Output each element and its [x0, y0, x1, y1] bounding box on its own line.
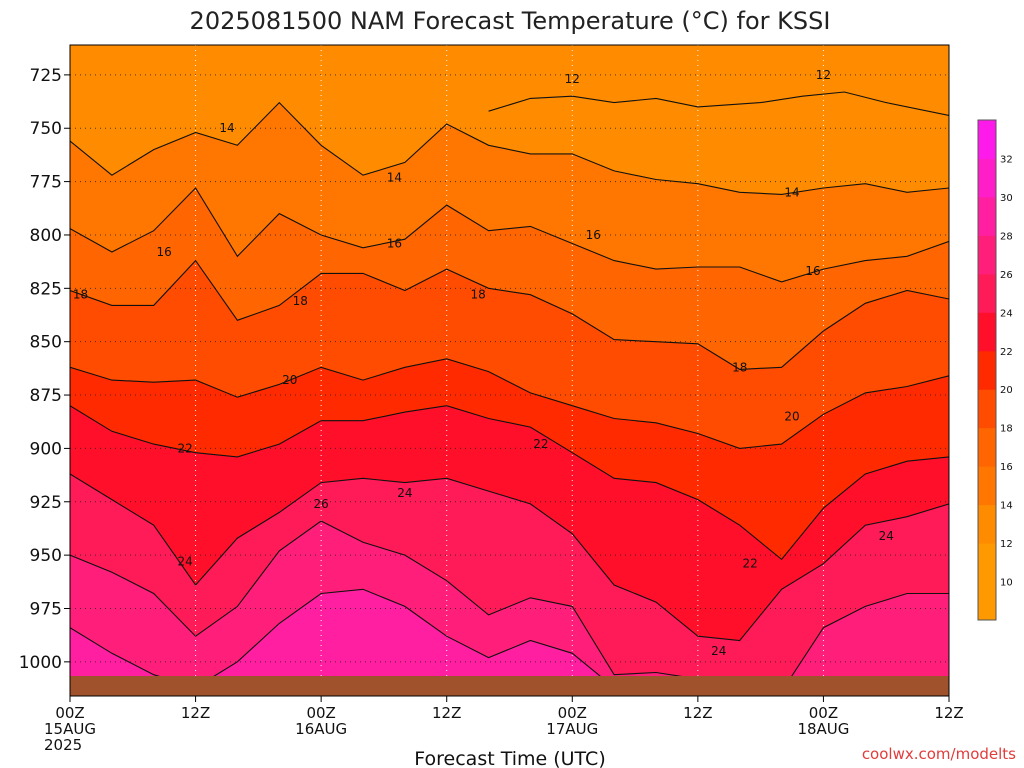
colorbar-swatch-7	[978, 312, 996, 352]
y-tick-label-975: 975	[30, 599, 62, 619]
x-tick-label-72-0: 00Z	[809, 704, 838, 722]
x-tick-label-36-0: 12Z	[432, 704, 461, 722]
contour-label-24-1: 24	[397, 486, 412, 500]
colorbar-label-14: 14	[1000, 501, 1013, 512]
x-tick-label-48-0: 00Z	[558, 704, 587, 722]
contour-label-24-2: 24	[711, 644, 726, 658]
colorbar-swatch-6	[978, 350, 996, 390]
y-tick-label-925: 925	[30, 493, 62, 513]
colorbar-swatch-3	[978, 466, 996, 506]
colorbar-swatch-12	[978, 120, 996, 159]
colorbar-label-30: 30	[1000, 193, 1013, 204]
contour-label-18-1: 18	[293, 294, 308, 308]
colorbar-label-24: 24	[1000, 308, 1013, 319]
colorbar-swatch-5	[978, 389, 996, 429]
y-axis: 725 750 775 800 825 850 875 900 925 950 975 1000	[19, 66, 70, 673]
x-tick-label-0-2: 2025	[44, 736, 82, 754]
colorbar-label-22: 22	[1000, 347, 1013, 358]
x-tick-label-48-1: 17AUG	[546, 720, 598, 738]
y-tick-label-750: 750	[30, 119, 62, 139]
y-tick-label-900: 900	[30, 439, 62, 459]
contour-label-24-3: 24	[879, 529, 894, 543]
x-tick-label-0-1: 15AUG	[44, 720, 96, 738]
contour-label-18-3: 18	[732, 360, 747, 374]
colorbar-label-32: 32	[1000, 154, 1013, 165]
contour-label-12-1: 12	[816, 68, 831, 82]
x-tick-label-12-0: 12Z	[181, 704, 210, 722]
contour-line-24	[70, 473, 949, 642]
contour-line-14	[70, 101, 949, 195]
colorbar-swatch-8	[978, 273, 996, 313]
colorbar-swatch-11	[978, 158, 996, 198]
colorbar-label-28: 28	[1000, 231, 1013, 242]
x-tick-label-84-0: 12Z	[934, 704, 963, 722]
credit-text: coolwx.com/modelts	[862, 745, 1016, 763]
contour-label-14-2: 14	[784, 185, 799, 199]
contour-label-14-0: 14	[219, 121, 234, 135]
plot-frame	[69, 44, 950, 697]
x-tick-label-60-0: 12Z	[683, 704, 712, 722]
grid-lines	[70, 45, 949, 696]
contour-label-22-2: 22	[743, 557, 758, 571]
colorbar-swatch-9	[978, 235, 996, 275]
x-tick-label-24-1: 16AUG	[295, 720, 347, 738]
y-tick-label-825: 825	[30, 279, 62, 299]
contour-label-22-1: 22	[533, 437, 548, 451]
contour-line-20	[70, 358, 949, 449]
colorbar-label-10: 10	[1000, 578, 1013, 589]
colorbar-swatch-4	[978, 427, 996, 467]
ground-surface	[70, 676, 949, 696]
contour-label-16-2: 16	[586, 228, 601, 242]
y-tick-label-725: 725	[30, 66, 62, 86]
contour-line-16	[70, 187, 949, 283]
colorbar-label-26: 26	[1000, 270, 1013, 281]
chart-title: 2025081500 NAM Forecast Temperature (°C)…	[190, 7, 831, 35]
x-tick-label-72-1: 18AUG	[797, 720, 849, 738]
contour-label-22-0: 22	[177, 441, 192, 455]
contour-label-24-0: 24	[177, 555, 192, 569]
colorbar-swatch-1	[978, 543, 996, 583]
y-tick-label-1000: 1000	[19, 653, 62, 673]
colorbar: 10 12 14 16 18 20 22 24 26 28 30 32	[977, 119, 1013, 621]
contour-label-18-2: 18	[470, 288, 485, 302]
contour-label-20-0: 20	[282, 373, 297, 387]
y-tick-label-800: 800	[30, 226, 62, 246]
y-tick-label-775: 775	[30, 173, 62, 193]
colorbar-label-12: 12	[1000, 539, 1013, 550]
y-tick-label-950: 950	[30, 546, 62, 566]
x-tick-label-0-0: 00Z	[55, 704, 84, 722]
colorbar-frame	[977, 119, 997, 621]
temperature-fill-layer	[70, 45, 949, 696]
contour-label-20-1: 20	[784, 409, 799, 423]
x-axis-label: Forecast Time (UTC)	[414, 748, 605, 768]
contour-lines	[70, 91, 949, 693]
contour-line-22	[70, 405, 949, 561]
colorbar-swatch-2	[978, 504, 996, 544]
contour-label-14-1: 14	[387, 170, 402, 184]
contour-label-16-0: 16	[157, 245, 172, 259]
contour-line-12	[488, 91, 949, 116]
y-tick-label-850: 850	[30, 333, 62, 353]
contour-label-18-0: 18	[73, 288, 88, 302]
contour-line-18	[70, 259, 949, 370]
contour-label-26-0: 26	[314, 497, 329, 511]
contour-label-12-0: 12	[565, 72, 580, 86]
contour-line-26	[70, 520, 949, 693]
colorbar-label-20: 20	[1000, 385, 1013, 396]
colorbar-label-16: 16	[1000, 462, 1013, 473]
x-tick-label-24-0: 00Z	[306, 704, 335, 722]
colorbar-swatch-0	[978, 581, 996, 621]
contour-label-16-1: 16	[387, 237, 402, 251]
contour-labels: 12 12 14 14 14 16 16 16 16 18 18 18 18 20 20 22 22 22 24 24…	[73, 68, 894, 658]
colorbar-label-18: 18	[1000, 424, 1013, 435]
contour-label-16-3: 16	[805, 264, 820, 278]
colorbar-swatch-10	[978, 196, 996, 236]
y-tick-label-875: 875	[30, 386, 62, 406]
